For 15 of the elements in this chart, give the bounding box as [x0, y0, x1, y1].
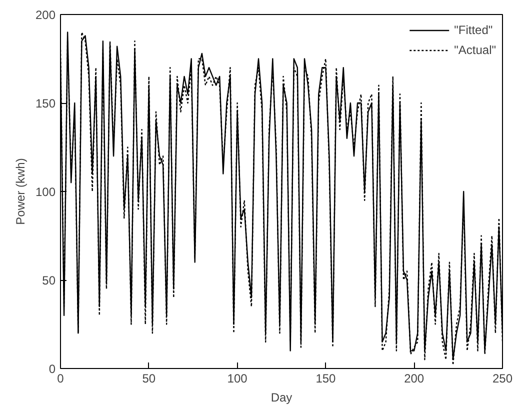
legend-label: "Fitted"	[454, 23, 493, 37]
y-tick-label: 100	[35, 185, 56, 199]
x-axis-title: Day	[270, 390, 292, 404]
x-tick-label: 0	[57, 372, 64, 386]
y-tick-label: 0	[48, 362, 56, 376]
legend-label: "Actual"	[454, 43, 496, 57]
y-tick-label: 150	[35, 96, 56, 110]
y-tick-label: 50	[42, 274, 56, 288]
x-tick-label: 150	[316, 372, 336, 386]
y-axis-title: Power (kwh)	[13, 158, 28, 225]
x-tick-label: 200	[404, 372, 424, 386]
y-tick-label: 200	[35, 8, 56, 22]
x-tick-label: 250	[492, 372, 513, 386]
x-tick-label: 50	[142, 372, 156, 386]
x-tick-label: 100	[227, 372, 248, 386]
